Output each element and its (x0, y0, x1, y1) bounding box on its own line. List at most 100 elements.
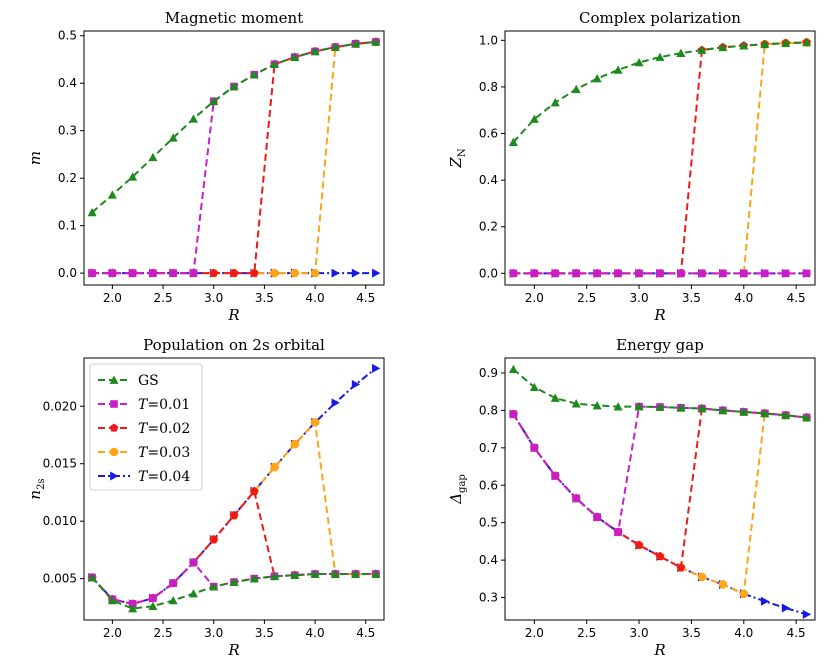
y-tick-label: 0.8 (479, 403, 498, 417)
data-point (613, 65, 623, 74)
data-point (249, 574, 259, 583)
data-point (550, 393, 560, 402)
data-point (634, 57, 644, 67)
y-tick-label: 0.2 (479, 220, 498, 234)
data-point (551, 269, 560, 278)
x-tick-label: 4.0 (306, 291, 325, 305)
data-point (781, 38, 791, 47)
y-tick-label: 1.0 (479, 33, 498, 47)
data-point (107, 595, 117, 605)
data-point (802, 413, 812, 422)
data-point (593, 269, 601, 278)
data-point (634, 540, 644, 549)
data-point (331, 398, 340, 408)
data-point (270, 463, 279, 472)
data-point (508, 364, 518, 374)
legend-marker (110, 471, 119, 481)
x-tick-label: 2.5 (154, 291, 173, 305)
chart-population: 2.0 2.5 3.0 3.5 4.0 4.5 0.005 0.010 0.015 0.020 Po… (26, 336, 385, 659)
chart-gap: 2.0 2.5 3.0 3.5 4.0 4.5 0.3 0.4 0.5 0.6 0.7 0.8 0.9 E… (447, 336, 816, 659)
data-point (614, 528, 622, 536)
x-axis-label: R (227, 641, 239, 659)
data-point (168, 595, 178, 605)
data-point (550, 98, 560, 107)
y-tick-label: 0.8 (479, 80, 498, 94)
data-point (719, 269, 727, 278)
data-point (209, 535, 219, 544)
data-point (330, 569, 340, 578)
data-point (351, 268, 361, 278)
data-point (508, 137, 518, 146)
x-tick-label: 4.0 (734, 626, 753, 640)
x-tick-label: 2.5 (154, 626, 173, 640)
series-T0.04 (509, 409, 812, 619)
data-point (802, 37, 812, 47)
data-point (229, 82, 239, 91)
data-point (310, 46, 320, 56)
x-tick-label: 3.0 (204, 291, 223, 305)
x-tick-label: 4.0 (734, 291, 753, 305)
data-point (107, 190, 117, 199)
data-point (529, 114, 539, 123)
y-tick-label: 0.1 (58, 219, 77, 233)
y-axis-label: ZN (447, 148, 468, 168)
series-line (513, 41, 807, 275)
series-T0.01 (509, 402, 811, 536)
legend-entry: T=0.04 (98, 469, 190, 485)
y-tick-label: 0.3 (58, 124, 77, 138)
y-tick-label: 0.010 (43, 514, 77, 528)
data-point (372, 268, 381, 278)
data-point (149, 269, 157, 277)
data-point (676, 563, 686, 572)
series-line (513, 41, 807, 275)
series-GS (87, 37, 381, 217)
data-point (351, 39, 361, 48)
data-point (209, 268, 219, 277)
chart-title: Complex polarization (579, 9, 741, 27)
chart-title: Energy gap (616, 336, 704, 354)
legend-entry: T=0.02 (98, 421, 190, 437)
y-tick-label: 0.005 (43, 572, 77, 586)
data-point (614, 269, 622, 278)
data-point (270, 571, 280, 581)
x-axis-label: R (653, 641, 665, 659)
axes-frame (83, 357, 385, 621)
data-point (572, 494, 581, 503)
y-tick-label: 0.6 (479, 478, 498, 492)
data-point (655, 551, 665, 561)
data-point (697, 45, 707, 54)
data-point (229, 510, 239, 520)
data-point (351, 569, 361, 578)
data-point (656, 269, 664, 278)
data-point (270, 59, 280, 69)
data-point (189, 269, 198, 277)
plot-area (87, 37, 381, 278)
plot-area (508, 37, 812, 278)
y-tick-label: 0.4 (58, 76, 77, 90)
x-tick-label: 4.5 (356, 626, 375, 640)
x-tick-label: 3.0 (630, 626, 649, 640)
data-point (87, 572, 97, 582)
data-point (592, 74, 602, 83)
data-point (189, 558, 198, 567)
y-axis-label: m (26, 151, 44, 165)
data-point (310, 418, 320, 427)
data-point (128, 172, 138, 181)
data-point (209, 96, 219, 106)
data-point (331, 268, 340, 278)
data-point (676, 48, 686, 57)
data-point (372, 363, 381, 373)
data-point (88, 269, 96, 277)
data-point (128, 604, 138, 613)
series-T0.03 (509, 38, 811, 278)
x-tick-label: 4.5 (787, 626, 806, 640)
chart-title: Population on 2s orbital (143, 336, 325, 354)
legend-marker (110, 400, 118, 408)
series-T0.01 (88, 38, 380, 277)
series-T0.03 (509, 409, 811, 598)
series-line (92, 40, 376, 275)
data-point (530, 444, 539, 452)
data-point (371, 37, 381, 46)
data-point (310, 268, 320, 278)
